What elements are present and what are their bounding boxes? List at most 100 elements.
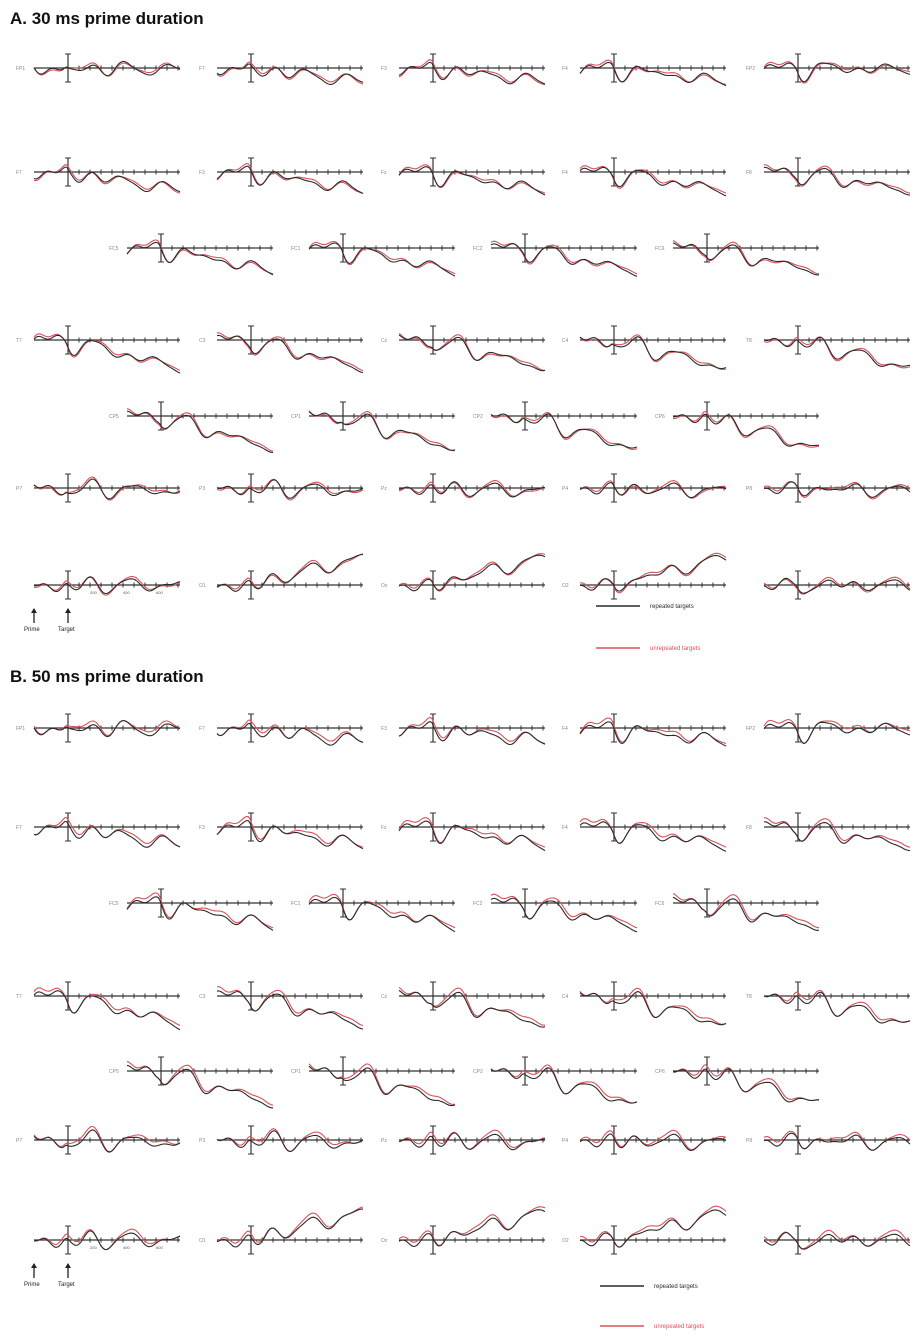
repeated-trace — [308, 896, 456, 933]
electrode-label: FP2 — [746, 66, 755, 72]
erp-plot: F4 — [562, 713, 727, 747]
electrode-label: Pz — [381, 1138, 387, 1144]
repeated-trace — [763, 1231, 911, 1250]
electrode-label: FC2 — [473, 901, 483, 907]
electrode-label: FP2 — [746, 726, 755, 732]
electrode-label: CP5 — [109, 414, 119, 420]
electrode-label: T8 — [746, 994, 752, 1000]
unrepeated-trace — [490, 893, 638, 929]
repeated-trace — [216, 1130, 364, 1152]
target-arrow-icon — [65, 608, 71, 613]
electrode-label: P8 — [746, 486, 752, 492]
electrode-label: FC5 — [109, 901, 119, 907]
repeated-trace — [33, 1129, 181, 1153]
erp-plot: F8 — [746, 812, 911, 852]
repeated-trace — [763, 721, 911, 745]
electrode-label: P4 — [562, 1138, 568, 1144]
repeated-trace — [126, 241, 274, 276]
electrode-label: C4 — [562, 994, 569, 1000]
electrode-label: F7 — [199, 726, 205, 732]
unrepeated-trace — [216, 719, 364, 744]
repeated-trace — [672, 242, 820, 276]
erp-plot: F7 — [199, 713, 364, 746]
erp-plot: T8 — [746, 981, 911, 1024]
erp-plot: C4 — [562, 325, 727, 371]
erp-plot: C4 — [562, 981, 727, 1026]
unrepeated-trace — [216, 61, 364, 85]
electrode-label: O2 — [562, 1238, 569, 1244]
legend-unrepeated-label: unrepeated targets — [654, 1324, 704, 1330]
unrepeated-trace — [672, 1064, 820, 1102]
electrode-label: O2 — [562, 583, 569, 589]
erp-plot: F7 — [16, 812, 181, 848]
erp-plot: F3 — [199, 812, 364, 850]
electrode-label: Pz — [381, 486, 387, 492]
unrepeated-trace — [579, 480, 727, 499]
erp-plot: T8 — [746, 325, 911, 369]
panel-a-title: A. 30 ms prime duration — [10, 9, 204, 28]
electrode-label: F4 — [562, 66, 568, 72]
erp-plot: CP6 — [655, 1056, 820, 1103]
electrode-label: CP1 — [291, 1069, 301, 1075]
unrepeated-trace — [398, 164, 546, 194]
repeated-trace — [398, 990, 546, 1028]
unrepeated-trace — [216, 815, 364, 848]
electrode-label: Fz — [381, 170, 387, 176]
erp-plot: O1 — [199, 553, 364, 600]
repeated-trace — [216, 722, 364, 746]
repeated-trace — [763, 577, 911, 594]
erp-plot: F3 — [199, 157, 364, 194]
unrepeated-trace — [672, 411, 820, 448]
erp-plot: C3 — [199, 981, 364, 1030]
erp-plot: Oz — [381, 1206, 546, 1255]
electrode-label: CP2 — [473, 414, 483, 420]
unrepeated-trace — [763, 817, 911, 848]
repeated-trace — [33, 576, 181, 595]
erp-plot: Cz — [381, 325, 546, 372]
erp-plot: F7 — [199, 53, 364, 85]
electrode-label: T7 — [16, 994, 22, 1000]
repeated-trace — [398, 554, 546, 592]
time-tick-label: 200 — [90, 590, 97, 595]
repeated-trace — [672, 413, 819, 447]
repeated-trace — [126, 410, 274, 453]
repeated-trace — [126, 1064, 273, 1109]
unrepeated-trace — [579, 717, 727, 745]
erp-plot: Fz — [381, 157, 546, 196]
repeated-trace — [672, 896, 820, 931]
unrepeated-trace — [579, 334, 727, 371]
unrepeated-trace — [579, 987, 727, 1025]
electrode-label: T8 — [746, 338, 752, 344]
legend-unrepeated-label: unrepeated targets — [650, 646, 700, 652]
repeated-trace — [579, 1209, 727, 1248]
erp-plot: CP5 — [109, 1056, 274, 1109]
erp-plot — [763, 1225, 911, 1255]
unrepeated-trace — [398, 553, 546, 592]
unrepeated-trace — [308, 893, 456, 929]
repeated-trace — [33, 478, 181, 500]
repeated-trace — [580, 554, 727, 592]
electrode-label: F3 — [199, 825, 205, 831]
panel-a-legend: repeated targets unrepeated targets — [596, 604, 700, 652]
repeated-trace — [763, 1132, 911, 1151]
repeated-trace — [308, 242, 456, 277]
electrode-label: FP1 — [16, 726, 25, 732]
electrode-label: FC6 — [655, 901, 665, 907]
unrepeated-trace — [763, 989, 911, 1023]
panel-b-electrode-grid: FP1 F7 F3 F4 FP2 F7 F3 Fz F4 F8 FC5 FC1 FC2 FC6 T7 C3 Cz… — [16, 713, 911, 1288]
electrode-label: O1 — [199, 583, 206, 589]
erp-plot: FP1 — [16, 713, 181, 743]
erp-plot: FP2 — [746, 53, 911, 84]
electrode-label: CP6 — [655, 1069, 665, 1075]
electrode-label: Fz — [381, 825, 387, 831]
electrode-label: P4 — [562, 486, 568, 492]
repeated-trace — [579, 166, 727, 197]
erp-plot: C3 — [199, 325, 364, 374]
unrepeated-trace — [398, 716, 546, 745]
electrode-label: C3 — [199, 338, 206, 344]
repeated-trace — [398, 1209, 546, 1248]
unrepeated-trace — [33, 1125, 181, 1153]
erp-plot: FP2 — [746, 713, 911, 745]
repeated-trace — [490, 897, 638, 933]
electrode-label: CP1 — [291, 414, 301, 420]
